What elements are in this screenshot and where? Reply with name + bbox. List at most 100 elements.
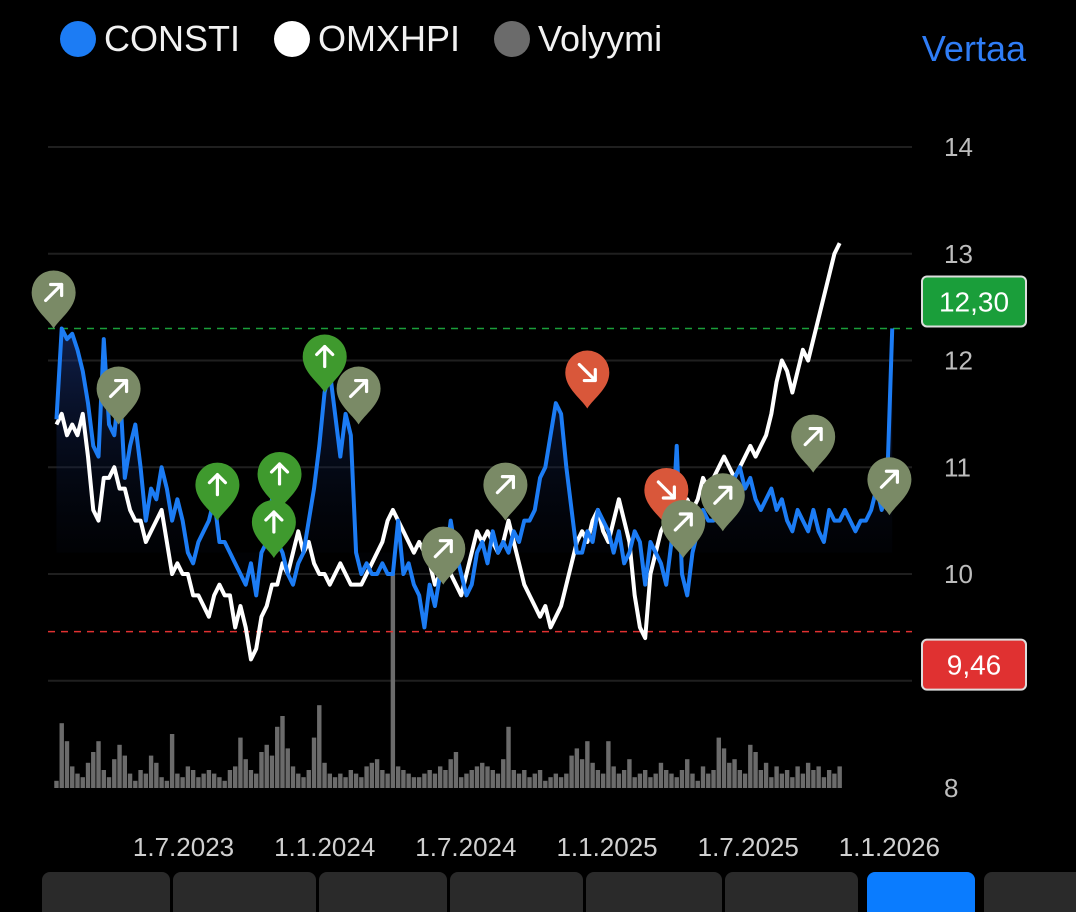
event-marker[interactable]: [791, 414, 836, 473]
volume-bar: [327, 773, 333, 788]
arrow-up-right-icon: [433, 539, 453, 559]
event-marker[interactable]: [565, 350, 610, 409]
volume-bar: [506, 726, 511, 788]
y-tick-label: 8: [944, 773, 958, 803]
volume-bar: [59, 723, 64, 788]
volume-bar: [664, 770, 669, 788]
event-marker[interactable]: [31, 270, 76, 329]
volume-bar: [401, 770, 406, 788]
volume-bar: [716, 737, 721, 788]
volume-bar: [427, 770, 432, 788]
range-tab[interactable]: [319, 872, 447, 912]
price-badge-low-label: 9,46: [947, 650, 1002, 681]
omxhpi-color-dot: [274, 21, 311, 57]
marker-pin: [661, 499, 706, 558]
volume-bar: [459, 777, 464, 788]
volume-bar: [154, 762, 159, 788]
volume-bar: [180, 777, 185, 788]
volume-bar: [779, 773, 785, 788]
range-tab[interactable]: [725, 872, 858, 912]
event-marker[interactable]: [195, 462, 240, 521]
range-tab[interactable]: [42, 872, 170, 912]
volume-bar: [732, 759, 737, 788]
consti-color-dot: [60, 21, 96, 57]
volume-bar: [727, 762, 732, 788]
volume-bar: [317, 705, 322, 788]
volume-bar: [790, 777, 795, 788]
event-marker[interactable]: [661, 499, 706, 558]
event-marker[interactable]: [700, 473, 745, 532]
volume-bar: [348, 770, 354, 788]
volume-bar: [238, 737, 243, 788]
volume-bar: [112, 759, 117, 788]
event-marker[interactable]: [96, 366, 141, 425]
price-badge-high-label: 12,30: [939, 286, 1009, 317]
x-tick-label: 1.7.2024: [415, 832, 516, 862]
volume-bar: [259, 752, 264, 788]
legend-item-consti[interactable]: CONSTI: [60, 18, 240, 60]
volume-bar: [532, 773, 538, 788]
event-marker[interactable]: [257, 451, 302, 510]
legend-item-omxhpi[interactable]: OMXHPI: [274, 18, 460, 60]
compare-button[interactable]: Vertaa: [921, 28, 1026, 69]
volume-bar: [275, 726, 280, 788]
arrow-up-icon: [269, 462, 290, 486]
volume-bar: [448, 759, 453, 788]
volume-bar: [395, 766, 401, 788]
chart-legend: CONSTI OMXHPI Volyymi: [60, 18, 662, 60]
range-tab[interactable]: [984, 872, 1076, 912]
volume-bar: [443, 770, 448, 788]
legend-label-consti: CONSTI: [104, 18, 241, 59]
marker-pin: [96, 366, 141, 425]
volume-bar: [590, 762, 595, 788]
volume-bar: [474, 766, 480, 788]
marker-pin: [791, 414, 836, 473]
arrow-up-right-icon: [803, 426, 823, 447]
volume-bar: [648, 777, 653, 788]
volume-bar: [800, 773, 806, 788]
arrow-up-right-icon: [713, 485, 733, 505]
range-tab[interactable]: [450, 872, 583, 912]
volume-bar: [585, 741, 590, 788]
volume-bar: [185, 766, 191, 788]
volume-bar: [811, 770, 816, 788]
volume-bar: [85, 762, 91, 788]
volume-bar: [296, 773, 301, 788]
price-badge-low: [921, 638, 1027, 691]
arrow-up-right-icon: [495, 475, 516, 495]
volume-bar: [553, 773, 559, 788]
volume-bar: [422, 773, 427, 788]
event-marker[interactable]: [336, 366, 381, 425]
range-tab[interactable]: [586, 872, 722, 912]
marker-pin: [867, 457, 912, 516]
volume-bar: [721, 748, 727, 788]
volume-bar: [469, 770, 474, 788]
volume-bar: [380, 770, 385, 788]
range-tab[interactable]: [867, 872, 975, 912]
event-marker[interactable]: [251, 499, 296, 558]
volume-bar: [632, 777, 637, 788]
volume-bar: [133, 780, 138, 788]
volume-bar: [753, 752, 758, 788]
volume-bar: [369, 762, 375, 788]
volume-bar: [374, 759, 380, 788]
event-marker[interactable]: [483, 462, 528, 521]
volume-bar: [64, 741, 70, 788]
arrow-up-right-icon: [44, 282, 64, 303]
volume-bar: [774, 766, 779, 788]
legend-item-volume[interactable]: Volyymi: [494, 18, 662, 60]
volume-bar: [637, 773, 643, 788]
range-tab[interactable]: [173, 872, 316, 912]
price-badge-high: [921, 275, 1027, 328]
volume-bar: [390, 574, 396, 788]
event-marker[interactable]: [867, 457, 912, 516]
volume-bar: [795, 766, 800, 788]
volume-bar: [196, 777, 201, 788]
volume-bar: [711, 770, 716, 788]
volume-bar: [737, 770, 743, 788]
volume-bar: [190, 770, 196, 788]
event-marker[interactable]: [302, 334, 347, 393]
event-marker[interactable]: [421, 526, 466, 585]
volume-bar: [280, 716, 285, 788]
